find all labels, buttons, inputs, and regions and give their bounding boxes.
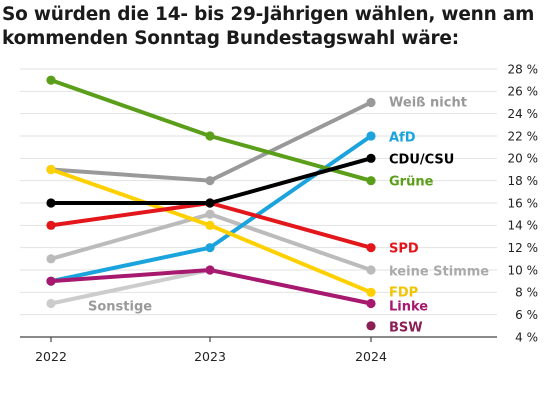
point-fdp-2024 bbox=[366, 287, 376, 297]
point-linke-2024 bbox=[366, 298, 376, 309]
series-line-afd bbox=[49, 134, 373, 284]
x-tick-label-2022: 2022 bbox=[35, 349, 67, 364]
point-cdu-csu-2023 bbox=[205, 198, 215, 208]
y-tick-label-8: 8 % bbox=[515, 286, 538, 300]
y-tick-label-4: 4 % bbox=[515, 330, 538, 344]
chart-title: So würden die 14- bis 29-Jährigen wählen… bbox=[2, 3, 552, 51]
point-fdp-2022 bbox=[46, 164, 56, 175]
series-label-keine-stimme: keine Stimme bbox=[389, 265, 489, 280]
series-label-bsw: BSW bbox=[389, 321, 423, 336]
y-tick-label-10: 10 % bbox=[508, 263, 539, 277]
series-label-linke: Linke bbox=[389, 300, 428, 315]
series-label-weiss-nicht: Weiß nicht bbox=[389, 96, 467, 111]
point-gruene-2023 bbox=[205, 131, 215, 141]
y-tick-label-28: 28 % bbox=[508, 62, 539, 76]
series-line-gruene bbox=[49, 78, 373, 183]
point-weiss-nicht-2023 bbox=[205, 176, 215, 186]
point-keine-stimme-2024 bbox=[366, 265, 376, 275]
point-spd-2024 bbox=[366, 243, 376, 253]
point-afd-2024 bbox=[366, 131, 376, 141]
x-tick-label-2023: 2023 bbox=[194, 349, 226, 364]
series-label-cdu-csu: CDU/CSU bbox=[389, 153, 454, 168]
y-tick-label-22: 22 % bbox=[508, 129, 539, 143]
series-labels: Sonstige keine Stimme Weiß nicht AfD LinkeFD… bbox=[88, 96, 489, 336]
series-points bbox=[46, 75, 376, 331]
y-tick-label-16: 16 % bbox=[508, 196, 539, 210]
point-spd-2022 bbox=[46, 220, 56, 230]
y-tick-label-12: 12 % bbox=[508, 241, 539, 255]
point-keine-stimme-2023 bbox=[205, 209, 215, 219]
point-fdp-2023 bbox=[205, 220, 215, 230]
y-tick-label-14: 14 % bbox=[508, 219, 539, 233]
point-gruene-2022 bbox=[46, 75, 56, 85]
y-tick-label-18: 18 % bbox=[508, 174, 539, 188]
series-label-spd: SPD bbox=[389, 242, 419, 257]
point-weiss-nicht-2024 bbox=[366, 97, 376, 108]
series-label-gruene: Grüne bbox=[389, 175, 434, 190]
y-tick-label-24: 24 % bbox=[508, 107, 539, 121]
chart-title-line-2: kommenden Sonntag Bundestagswahl wäre: bbox=[2, 28, 459, 49]
y-tick-label-20: 20 % bbox=[508, 152, 539, 166]
point-keine-stimme-2022 bbox=[46, 254, 56, 264]
y-tick-label-26: 26 % bbox=[508, 85, 539, 99]
y-tick-label-6: 6 % bbox=[515, 308, 538, 322]
point-bsw-2024 bbox=[366, 321, 376, 331]
point-sonstige-2022 bbox=[46, 298, 56, 309]
point-cdu-csu-2022 bbox=[46, 198, 56, 208]
chart-title-line-1: So würden die 14- bis 29-Jährigen wählen… bbox=[2, 4, 535, 25]
series-label-sonstige: Sonstige bbox=[88, 300, 152, 315]
point-afd-2023 bbox=[205, 243, 215, 253]
series-label-fdp: FDP bbox=[389, 286, 418, 301]
point-cdu-csu-2024 bbox=[366, 153, 376, 163]
series-line-linke bbox=[49, 268, 373, 306]
axes: 4 % 6 % 8 % 10 % 12 % 14 % 16 % 18 % 20 % 22 % 24 … bbox=[20, 62, 538, 364]
point-linke-2022 bbox=[46, 276, 56, 286]
series-line-sonstige bbox=[49, 268, 212, 306]
series-label-afd: AfD bbox=[389, 131, 416, 146]
x-tick-label-2024: 2024 bbox=[355, 349, 387, 364]
point-linke-2023 bbox=[205, 265, 215, 275]
point-gruene-2024 bbox=[366, 176, 376, 186]
